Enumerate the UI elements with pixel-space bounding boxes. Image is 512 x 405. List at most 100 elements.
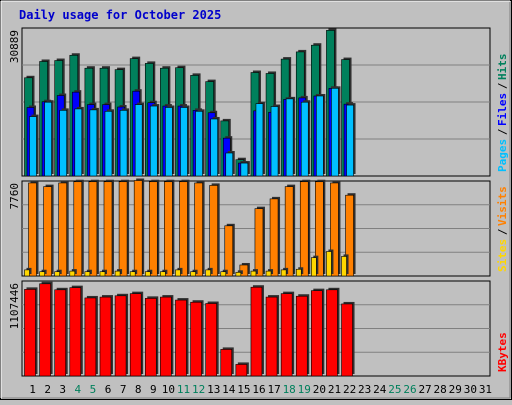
- bar-pages: [300, 101, 309, 177]
- day-label: 23: [358, 383, 371, 396]
- bar-visits: [330, 182, 339, 277]
- day-label: 29: [449, 383, 462, 396]
- bar-visits: [148, 181, 158, 277]
- bar-sites: [144, 271, 151, 277]
- bar-pages: [195, 111, 203, 177]
- side-labels: Sites / Visits: [496, 186, 509, 272]
- bar-pages: [149, 105, 158, 177]
- bar-pages: [255, 103, 264, 177]
- day-label: 24: [373, 383, 387, 396]
- y-max-label: 1107446: [8, 283, 21, 329]
- bar-kbytes: [326, 289, 338, 377]
- side-label-pages: Pages: [496, 139, 509, 172]
- bar-pages: [74, 108, 83, 177]
- day-label: 22: [343, 383, 356, 396]
- bar-visits: [345, 194, 354, 277]
- day-label: 30: [464, 383, 477, 396]
- bar-visits: [179, 181, 188, 277]
- bar-sites: [129, 271, 136, 277]
- day-label: 18: [283, 383, 296, 396]
- bar-kbytes: [341, 303, 353, 377]
- bar-sites: [326, 251, 332, 277]
- bar-pages: [240, 162, 249, 177]
- bar-visits: [194, 182, 203, 277]
- side-label-sites: Sites: [496, 239, 509, 272]
- bar-visits: [315, 181, 324, 277]
- day-label: 27: [418, 383, 431, 396]
- day-label: 2: [44, 383, 51, 396]
- bar-kbytes: [265, 296, 278, 377]
- bar-kbytes: [311, 290, 323, 377]
- day-label: 19: [298, 383, 311, 396]
- bar-visits: [164, 181, 173, 277]
- day-label: 25: [388, 383, 401, 396]
- bar-sites: [311, 257, 317, 277]
- bar-visits: [224, 225, 234, 277]
- bar-sites: [24, 269, 30, 277]
- day-label: 7: [120, 383, 127, 396]
- bar-pages: [180, 107, 188, 177]
- bar-visits: [88, 181, 98, 277]
- day-label: 16: [252, 383, 265, 396]
- bar-kbytes: [69, 287, 82, 377]
- bar-kbytes: [160, 296, 172, 377]
- bar-pages: [210, 118, 218, 177]
- bar-pages: [44, 101, 52, 177]
- bar-sites: [99, 271, 106, 277]
- bar-kbytes: [114, 295, 127, 377]
- bar-pages: [270, 106, 279, 177]
- day-label: 4: [75, 383, 82, 396]
- bar-visits: [299, 181, 309, 277]
- bar-pages: [331, 88, 339, 177]
- bar-kbytes: [129, 293, 142, 377]
- bar-sites: [190, 271, 196, 277]
- day-label: 10: [162, 383, 175, 396]
- bar-visits: [58, 182, 67, 277]
- day-axis-labels: 1 2 3 4 5 6 7 8 9 10 11 12 13 14 15 16 17 18 19 20 21 22 23 24 2…: [29, 383, 492, 396]
- day-label: 15: [237, 383, 250, 396]
- day-label: 6: [105, 383, 112, 396]
- chart-panels: 30889Pages/Files/Hits7760Sites/Visits110…: [8, 27, 509, 377]
- bar-kbytes: [220, 349, 233, 377]
- y-max-label: 30889: [8, 30, 21, 63]
- bar-pages: [316, 95, 324, 177]
- chart-title: Daily usage for October 2025: [19, 8, 221, 22]
- day-label: 13: [207, 383, 220, 396]
- side-label-separator: /: [496, 228, 509, 235]
- day-label: 31: [479, 383, 492, 396]
- side-label-visits: Visits: [496, 186, 509, 226]
- side-label-separator: /: [496, 82, 509, 89]
- bar-sites: [114, 270, 121, 277]
- bar-visits: [103, 181, 113, 277]
- bar-kbytes: [84, 297, 97, 377]
- day-label: 20: [313, 383, 326, 396]
- bar-sites: [235, 272, 242, 277]
- bar-sites: [54, 271, 60, 277]
- day-label: 5: [90, 383, 97, 396]
- bar-visits: [28, 182, 37, 277]
- day-label: 21: [328, 383, 341, 396]
- bar-visits: [43, 186, 52, 277]
- side-labels: KBytes: [496, 332, 509, 372]
- bar-kbytes: [39, 283, 51, 377]
- bar-pages: [165, 107, 173, 177]
- bar-pages: [59, 110, 67, 177]
- bar-visits: [73, 181, 83, 277]
- bar-sites: [69, 270, 76, 277]
- bar-sites: [220, 271, 227, 277]
- day-label: 1: [29, 383, 36, 396]
- bar-visits: [254, 208, 264, 277]
- bar-pages: [346, 104, 354, 177]
- bar-pages: [119, 110, 128, 177]
- panel-kbytes: 1107446 KBytes: [8, 280, 509, 377]
- bar-sites: [39, 271, 45, 277]
- bar-sites: [341, 256, 347, 277]
- bar-sites: [250, 270, 257, 277]
- day-label: 28: [434, 383, 447, 396]
- bar-kbytes: [280, 293, 293, 377]
- bar-sites: [205, 269, 211, 277]
- bar-visits: [269, 198, 279, 277]
